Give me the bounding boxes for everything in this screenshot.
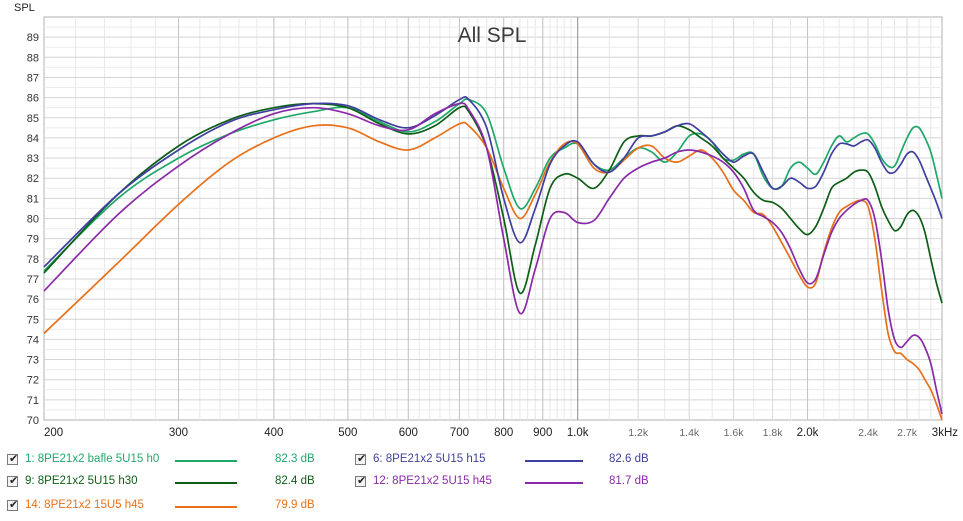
legend-item-1[interactable]: 1: 8PE21x2 bafle 5U15 h0 82.3 dB	[7, 450, 337, 470]
checkbox-14[interactable]	[7, 498, 18, 511]
y-tick-label: 70	[27, 415, 39, 427]
legend-swatch-9	[175, 482, 237, 484]
legend-value-9: 82.4 dB	[275, 475, 315, 487]
x-tick-label: 1.2k	[628, 427, 649, 439]
legend-item-14[interactable]: 14: 8PE21x2 15U5 h45 79.9 dB	[7, 496, 337, 516]
legend-label-1: 1: 8PE21x2 bafle 5U15 h0	[25, 453, 160, 465]
x-tick-label: 1.6k	[724, 427, 745, 439]
y-tick-label: 72	[27, 375, 39, 387]
x-tick-label: 800	[494, 427, 513, 439]
legend-label-6: 6: 8PE21x2 5U15 h15	[373, 453, 486, 465]
x-tick-label: 3kHz	[932, 427, 958, 439]
y-tick-label: 71	[27, 395, 39, 407]
y-tick-label: 75	[27, 314, 39, 326]
y-tick-label: 77	[27, 274, 39, 286]
y-tick-label: 89	[27, 32, 39, 44]
legend-value-12: 81.7 dB	[609, 475, 649, 487]
y-axis-ticks: 70 71 72 73 74 75 76 77 78 79 80 81 82 83 84 85 86 87 88 89	[27, 32, 39, 427]
x-tick-label: 2.7k	[897, 427, 918, 439]
x-tick-label: 1.8k	[763, 427, 784, 439]
legend-item-6[interactable]: 6: 8PE21x2 5U15 h15 82.6 dB	[355, 450, 685, 470]
x-tick-label: 900	[533, 427, 552, 439]
x-tick-label: 500	[338, 427, 357, 439]
grid	[44, 17, 942, 420]
series-lines	[43, 95, 943, 421]
y-tick-label: 81	[27, 193, 39, 205]
y-tick-label: 84	[27, 133, 39, 145]
legend-item-12[interactable]: 12: 8PE21x2 5U15 h45 81.7 dB	[355, 472, 685, 492]
y-tick-label: 74	[27, 334, 39, 346]
legend-swatch-12	[525, 482, 583, 484]
x-tick-label: 600	[399, 427, 418, 439]
x-tick-label: 2.4k	[858, 427, 879, 439]
x-tick-label: 200	[44, 427, 63, 439]
x-tick-label: 1.0k	[567, 427, 589, 439]
y-tick-label: 80	[27, 214, 39, 226]
checkbox-6[interactable]	[355, 452, 366, 465]
x-tick-label: 1.4k	[679, 427, 700, 439]
checkbox-1[interactable]	[7, 452, 18, 465]
y-tick-label: 86	[27, 93, 39, 105]
x-tick-label: 700	[450, 427, 469, 439]
legend: 1: 8PE21x2 bafle 5U15 h0 82.3 dB 6: 8PE2…	[0, 446, 963, 521]
chart-title: All SPL	[458, 24, 527, 47]
legend-swatch-6	[525, 460, 583, 462]
checkbox-12[interactable]	[355, 474, 366, 487]
y-tick-label: 87	[27, 72, 39, 84]
legend-label-12: 12: 8PE21x2 5U15 h45	[373, 475, 492, 487]
series-line-s14	[43, 121, 943, 421]
y-tick-label: 82	[27, 173, 39, 185]
legend-value-6: 82.6 dB	[609, 453, 649, 465]
checkbox-9[interactable]	[7, 474, 18, 487]
x-tick-label: 2.0k	[797, 427, 819, 439]
y-tick-label: 79	[27, 234, 39, 246]
y-tick-label: 83	[27, 153, 39, 165]
legend-swatch-1	[175, 460, 237, 462]
series-line-s9	[43, 102, 943, 304]
y-tick-label: 78	[27, 254, 39, 266]
legend-swatch-14	[175, 506, 237, 508]
series-line-s12	[43, 102, 943, 415]
y-axis-label: SPL	[14, 2, 35, 14]
spl-chart: 70 71 72 73 74 75 76 77 78 79 80 81 82 83 84 85 86 87 88 89…	[14, 2, 958, 439]
x-tick-label: 400	[264, 427, 283, 439]
legend-label-9: 9: 8PE21x2 5U15 h30	[25, 475, 138, 487]
legend-item-9[interactable]: 9: 8PE21x2 5U15 h30 82.4 dB	[7, 472, 337, 492]
legend-value-14: 79.9 dB	[275, 499, 315, 511]
y-tick-label: 76	[27, 294, 39, 306]
y-tick-label: 85	[27, 113, 39, 125]
y-tick-label: 73	[27, 355, 39, 367]
x-tick-label: 300	[169, 427, 188, 439]
y-tick-label: 88	[27, 52, 39, 64]
legend-label-14: 14: 8PE21x2 15U5 h45	[25, 499, 144, 511]
x-axis-ticks: 200 300 400 500 600 700 800 900 1.0k 1.2k 1.4k 1.6k…	[44, 427, 958, 439]
legend-value-1: 82.3 dB	[275, 453, 315, 465]
